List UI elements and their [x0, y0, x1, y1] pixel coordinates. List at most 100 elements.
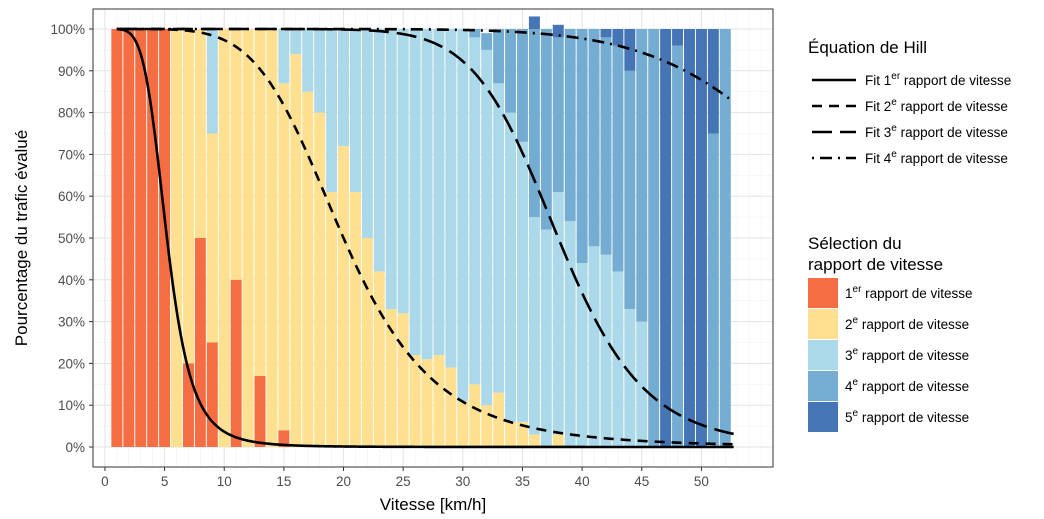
bar-segment-gear4 — [707, 133, 719, 447]
bar-segment-gear2 — [421, 359, 433, 447]
bar-segment-gear3 — [445, 29, 457, 368]
bar-segment-gear2 — [194, 29, 206, 238]
fit-curve-2 — [116, 27, 734, 446]
x-axis-ticks: 0 5 10 15 20 25 30 35 40 45 50 — [101, 467, 709, 489]
gear-legend-swatch-1 — [808, 278, 838, 308]
bar-segment-gear2 — [290, 54, 302, 447]
bar-segment-gear4 — [552, 37, 564, 193]
bar-segment-gear2 — [338, 146, 350, 448]
gear-legend-title-line2: rapport de vitesse — [808, 255, 943, 274]
bar-segment-gear3 — [278, 29, 290, 84]
fit-curve-1 — [116, 27, 734, 449]
bar-segment-gear5 — [600, 29, 612, 38]
x-tick-label: 30 — [455, 474, 470, 489]
bar-segment-gear1 — [111, 29, 123, 447]
bar-segment-gear3 — [290, 29, 302, 55]
bar-segment-gear4 — [636, 29, 648, 322]
bar-segment-gear4 — [528, 29, 540, 218]
bar-segment-gear2 — [266, 29, 278, 447]
fit-legend-label-3: Fit 3e rapport de vitesse — [865, 123, 1008, 140]
bar-segment-gear3 — [433, 29, 445, 356]
bar-segment-gear3 — [302, 29, 314, 92]
y-tick-label: 90% — [58, 64, 85, 79]
bar-segment-gear2 — [505, 421, 517, 447]
bar-segment-gear2 — [516, 421, 528, 447]
x-tick-label: 25 — [396, 474, 411, 489]
bar-segment-gear3 — [457, 29, 469, 402]
bar-segment-gear4 — [588, 29, 600, 247]
bar-segment-gear3 — [314, 29, 326, 113]
bar-segment-gear2 — [385, 309, 397, 447]
bar-segment-gear3 — [493, 83, 505, 393]
gear-legend-label-4: 4e rapport de vitesse — [845, 377, 969, 394]
bar-segment-gear5 — [660, 29, 672, 447]
bar-segment-gear3 — [552, 192, 564, 435]
bar-segment-gear2 — [278, 83, 290, 431]
bar-segment-gear3 — [206, 29, 218, 134]
gear-legend-label-1: 1er rapport de vitesse — [845, 284, 972, 301]
bar-segment-gear2 — [206, 133, 218, 343]
gear-legend-label-3: 3e rapport de vitesse — [845, 346, 969, 363]
bar-segment-gear3 — [385, 29, 397, 310]
bar-segment-gear1 — [194, 238, 206, 447]
bar-segment-gear2 — [373, 271, 385, 447]
y-tick-label: 40% — [58, 273, 85, 288]
stacked-bars — [111, 16, 731, 448]
bar-segment-gear2 — [397, 313, 409, 447]
bar-segment-gear3 — [373, 29, 385, 272]
bar-segment-gear2 — [349, 192, 361, 447]
bar-segment-gear4 — [612, 45, 624, 272]
bar-segment-gear3 — [409, 29, 421, 356]
bar-segment-gear1 — [254, 375, 266, 447]
fit-legend-label-4: Fit 4e rapport de vitesse — [865, 149, 1008, 166]
bar-segment-gear3 — [349, 29, 361, 193]
gear-legend-label-2: 2e rapport de vitesse — [845, 315, 969, 332]
y-tick-label: 60% — [58, 189, 85, 204]
bar-segment-gear2 — [445, 367, 457, 447]
bar-segment-gear4 — [469, 29, 481, 38]
bar-segment-gear4 — [576, 29, 588, 264]
bar-segment-gear3 — [564, 221, 576, 447]
gear-legend-swatch-3 — [808, 340, 838, 370]
bar-segment-gear4 — [719, 29, 731, 447]
bar-segment-gear4 — [493, 29, 505, 84]
bar-segment-gear4 — [600, 37, 612, 255]
x-axis-label: Vitesse [km/h] — [380, 495, 486, 514]
bar-segment-gear5 — [552, 24, 564, 38]
bar-segment-gear3 — [326, 29, 338, 193]
bar-segment-gear2 — [302, 91, 314, 447]
y-tick-label: 70% — [58, 147, 85, 162]
bar-segment-gear1 — [147, 29, 159, 447]
bar-segment-gear3 — [421, 29, 433, 360]
bar-segment-gear4 — [540, 29, 552, 230]
gear-legend: Sélection du rapport de vitesse 1er rapp… — [808, 234, 972, 432]
bar-segment-gear1 — [278, 430, 290, 447]
bar-segment-gear2 — [326, 192, 338, 447]
bar-segment-gear1 — [159, 29, 171, 447]
x-tick-label: 15 — [276, 474, 291, 489]
bar-segment-gear5 — [672, 29, 684, 46]
y-tick-label: 20% — [58, 356, 85, 371]
bar-segment-gear2 — [182, 29, 194, 364]
bar-segment-gear3 — [361, 29, 373, 238]
bar-segment-gear3 — [540, 229, 552, 447]
x-tick-label: 20 — [336, 474, 351, 489]
hill-fit-curves — [116, 27, 735, 449]
bar-segment-gear5 — [695, 29, 707, 447]
bar-segment-gear2 — [409, 355, 421, 447]
x-tick-label: 50 — [694, 474, 709, 489]
fit-legend-title: Équation de Hill — [808, 38, 927, 57]
bar-segment-gear3 — [397, 29, 409, 314]
fit-legend-label-1: Fit 1er rapport de vitesse — [865, 71, 1011, 88]
bar-segment-gear1 — [123, 29, 135, 447]
bar-segment-gear5 — [624, 29, 636, 71]
y-tick-label: 0% — [65, 440, 85, 455]
bar-segment-gear2 — [218, 29, 230, 447]
gear-legend-label-5: 5e rapport de vitesse — [845, 408, 969, 425]
x-tick-label: 10 — [217, 474, 232, 489]
x-tick-label: 45 — [634, 474, 649, 489]
bar-segment-gear4 — [564, 29, 576, 222]
bar-segment-gear5 — [528, 16, 540, 29]
y-tick-label: 30% — [58, 315, 85, 330]
bar-segment-gear2 — [254, 29, 266, 376]
